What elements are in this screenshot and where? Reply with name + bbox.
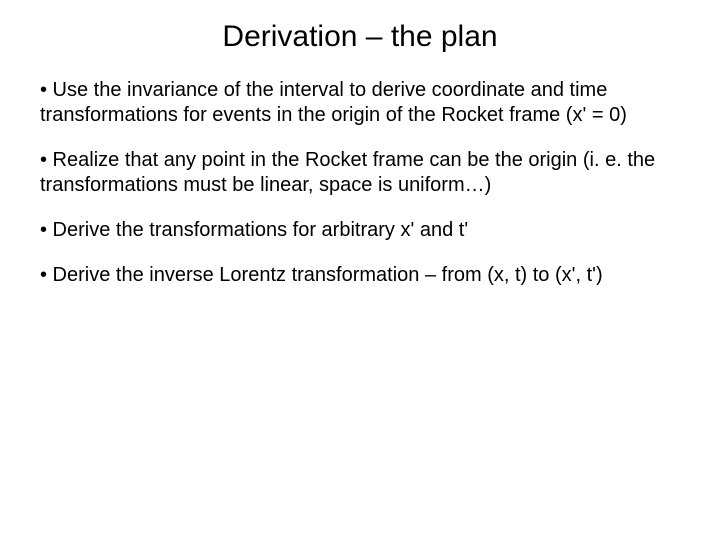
slide: Derivation – the plan • Use the invarian… (0, 0, 720, 540)
bullet-item: • Use the invariance of the interval to … (40, 78, 680, 128)
bullet-item: • Realize that any point in the Rocket f… (40, 148, 680, 198)
bullet-item: • Derive the inverse Lorentz transformat… (40, 263, 680, 288)
slide-title: Derivation – the plan (40, 20, 680, 54)
bullet-item: • Derive the transformations for arbitra… (40, 218, 680, 243)
